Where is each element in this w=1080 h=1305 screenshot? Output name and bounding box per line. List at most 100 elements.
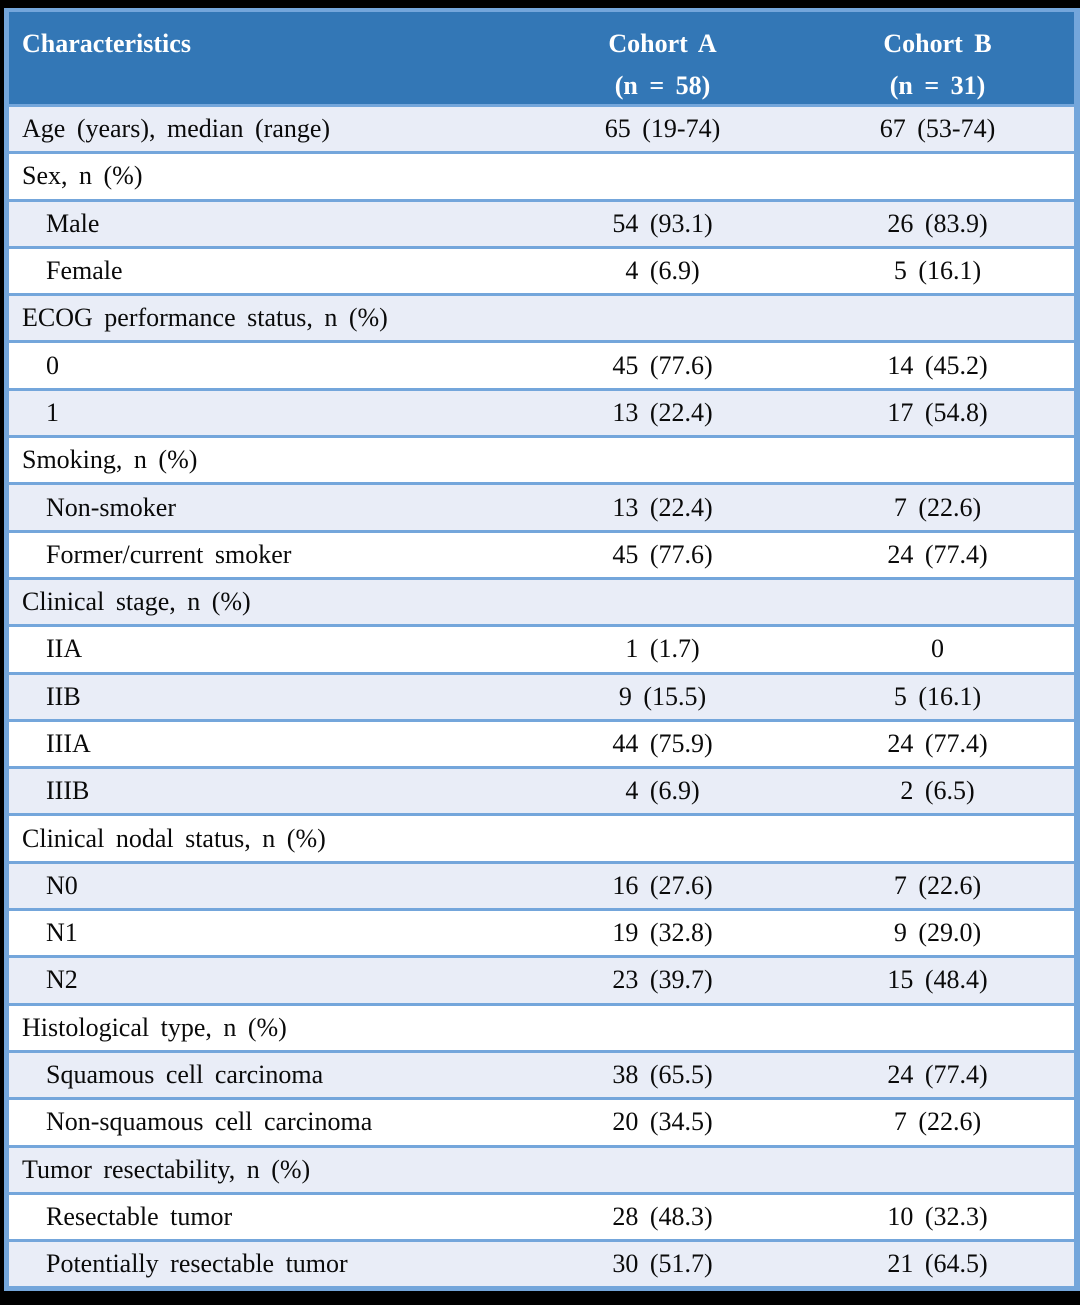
table-body: Age (years), median (range) 65 (19-74) 6… — [9, 104, 1074, 1287]
cohort-b-title: Cohort B — [883, 29, 992, 58]
cohort-a-value-cell: 54 (93.1) — [612, 208, 713, 238]
characteristic-cell: ECOG performance status, n (%) — [22, 303, 388, 333]
characteristic-cell: IIIB — [46, 776, 90, 806]
table-row: Clinical nodal status, n (%) — [9, 813, 1074, 861]
table-row: Resectable tumor 28 (48.3) 10 (32.3) — [9, 1191, 1074, 1240]
characteristic-cell: Non-squamous cell carcinoma — [46, 1107, 373, 1137]
header-cohort-b: Cohort B (n = 31) — [801, 12, 1074, 107]
cohort-b-value-cell: 5 (16.1) — [893, 256, 982, 286]
table-row: Former/current smoker 45 (77.6) 24 (77.4… — [9, 529, 1074, 577]
cohort-a-value-cell: 4 (6.9) — [625, 776, 700, 806]
cohort-a-value-cell — [524, 154, 801, 198]
cohort-a-value-cell: 45 (77.6) — [612, 539, 713, 569]
cohort-a-n: (n = 58) — [614, 71, 711, 100]
cohort-a-value-cell — [524, 580, 801, 624]
cohort-b-value-cell: 21 (64.5) — [887, 1249, 988, 1279]
cohort-a-value-cell: 4 (6.9) — [625, 256, 700, 286]
characteristic-cell: N1 — [46, 918, 78, 948]
cohort-a-value-cell: 1 (1.7) — [625, 634, 700, 664]
table-row: Non-squamous cell carcinoma 20 (34.5) 7 … — [9, 1097, 1074, 1145]
characteristic-cell: Tumor resectability, n (%) — [22, 1154, 311, 1184]
table-row: N2 23 (39.7) 15 (48.4) — [9, 955, 1074, 1003]
table-row: Squamous cell carcinoma 38 (65.5) 24 (77… — [9, 1049, 1074, 1098]
characteristic-cell: Female — [46, 256, 123, 286]
cohort-b-value-cell: 7 (22.6) — [893, 492, 982, 522]
header-cohort-a: Cohort A (n = 58) — [524, 12, 801, 107]
cohort-b-value-cell: 17 (54.8) — [887, 397, 988, 427]
cohort-b-value-cell — [801, 1006, 1074, 1050]
characteristic-cell: N0 — [46, 870, 78, 900]
cohort-a-value-cell: 19 (32.8) — [612, 918, 713, 948]
cohort-b-value-cell — [801, 816, 1074, 860]
characteristic-cell: IIA — [46, 634, 83, 664]
table-row: Histological type, n (%) — [9, 1002, 1074, 1050]
characteristic-cell: Male — [46, 208, 100, 238]
characteristic-cell: IIB — [46, 681, 81, 711]
cohort-b-value-cell — [801, 1148, 1074, 1192]
cohort-b-value-cell: 24 (77.4) — [887, 729, 988, 758]
table-row: Tumor resectability, n (%) — [9, 1144, 1074, 1192]
cohort-a-value-cell: 28 (48.3) — [612, 1201, 713, 1231]
cohort-b-value-cell: 10 (32.3) — [887, 1201, 988, 1231]
table-row: N0 16 (27.6) 7 (22.6) — [9, 860, 1074, 909]
table-row: IIIA 44 (75.9) 24 (77.4) — [9, 718, 1074, 767]
table-row: IIIB 4 (6.9) 2 (6.5) — [9, 766, 1074, 814]
characteristic-cell: 1 — [46, 397, 59, 427]
characteristic-cell: Potentially resectable tumor — [46, 1249, 348, 1279]
table-row: N1 19 (32.8) 9 (29.0) — [9, 908, 1074, 956]
cohort-b-value-cell: 5 (16.1) — [893, 681, 982, 711]
cohort-b-value-cell — [801, 438, 1074, 482]
table-row: Smoking, n (%) — [9, 435, 1074, 483]
characteristics-table: Characteristics Cohort A (n = 58) Cohort… — [4, 8, 1080, 1292]
cohort-a-value-cell: 23 (39.7) — [612, 965, 713, 995]
cohort-a-value-cell: 65 (19-74) — [604, 114, 721, 144]
cohort-b-value-cell: 2 (6.5) — [900, 776, 975, 806]
characteristic-cell: Squamous cell carcinoma — [46, 1060, 324, 1090]
cohort-b-value-cell: 15 (48.4) — [887, 965, 988, 995]
characteristic-cell: IIIA — [46, 729, 91, 758]
characteristic-cell: Non-smoker — [46, 492, 176, 522]
table-row: 1 13 (22.4) 17 (54.8) — [9, 387, 1074, 436]
table-row: Age (years), median (range) 65 (19-74) 6… — [9, 104, 1074, 152]
cohort-a-value-cell — [524, 438, 801, 482]
cohort-a-value-cell: 13 (22.4) — [612, 397, 713, 427]
cohort-a-title: Cohort A — [608, 29, 717, 58]
cohort-a-value-cell: 20 (34.5) — [612, 1107, 713, 1137]
cohort-a-value-cell — [524, 1148, 801, 1192]
table-row: Clinical stage, n (%) — [9, 576, 1074, 625]
cohort-a-value-cell: 16 (27.6) — [612, 870, 713, 900]
cohort-a-value-cell: 9 (15.5) — [618, 681, 707, 711]
characteristic-cell: Former/current smoker — [46, 539, 292, 569]
table-row: Non-smoker 13 (22.4) 7 (22.6) — [9, 482, 1074, 530]
cohort-b-value-cell: 24 (77.4) — [887, 539, 988, 569]
header-characteristics: Characteristics — [9, 12, 524, 107]
table-header-row: Characteristics Cohort A (n = 58) Cohort… — [9, 12, 1074, 104]
table-row: Potentially resectable tumor 30 (51.7) 2… — [9, 1239, 1074, 1287]
cohort-a-value-cell: 45 (77.6) — [612, 350, 713, 380]
table-row: 0 45 (77.6) 14 (45.2) — [9, 340, 1074, 388]
table-row: ECOG performance status, n (%) — [9, 293, 1074, 341]
table-row: Female 4 (6.9) 5 (16.1) — [9, 245, 1074, 294]
cohort-b-value-cell: 7 (22.6) — [893, 870, 982, 900]
cohort-b-value-cell: 0 — [931, 634, 944, 664]
cohort-b-value-cell — [801, 154, 1074, 198]
characteristic-cell: Clinical nodal status, n (%) — [22, 823, 326, 853]
header-characteristics-label: Characteristics — [22, 29, 191, 58]
characteristic-cell: Sex, n (%) — [22, 161, 143, 191]
cohort-b-value-cell: 67 (53-74) — [879, 114, 996, 144]
cohort-a-value-cell — [524, 1006, 801, 1050]
characteristic-cell: Histological type, n (%) — [22, 1012, 287, 1042]
cohort-a-value-cell — [524, 816, 801, 860]
characteristic-cell: Resectable tumor — [46, 1201, 233, 1231]
cohort-b-value-cell — [801, 296, 1074, 340]
characteristic-cell: Smoking, n (%) — [22, 445, 198, 475]
characteristic-cell: Age (years), median (range) — [22, 114, 331, 144]
cohort-a-value-cell: 13 (22.4) — [612, 492, 713, 522]
table-row: IIB 9 (15.5) 5 (16.1) — [9, 671, 1074, 719]
characteristic-cell: 0 — [46, 350, 59, 380]
table-row: IIA 1 (1.7) 0 — [9, 624, 1074, 672]
cohort-a-value-cell: 38 (65.5) — [612, 1060, 713, 1090]
cohort-b-value-cell: 26 (83.9) — [887, 208, 988, 238]
cohort-b-value-cell: 24 (77.4) — [887, 1060, 988, 1090]
